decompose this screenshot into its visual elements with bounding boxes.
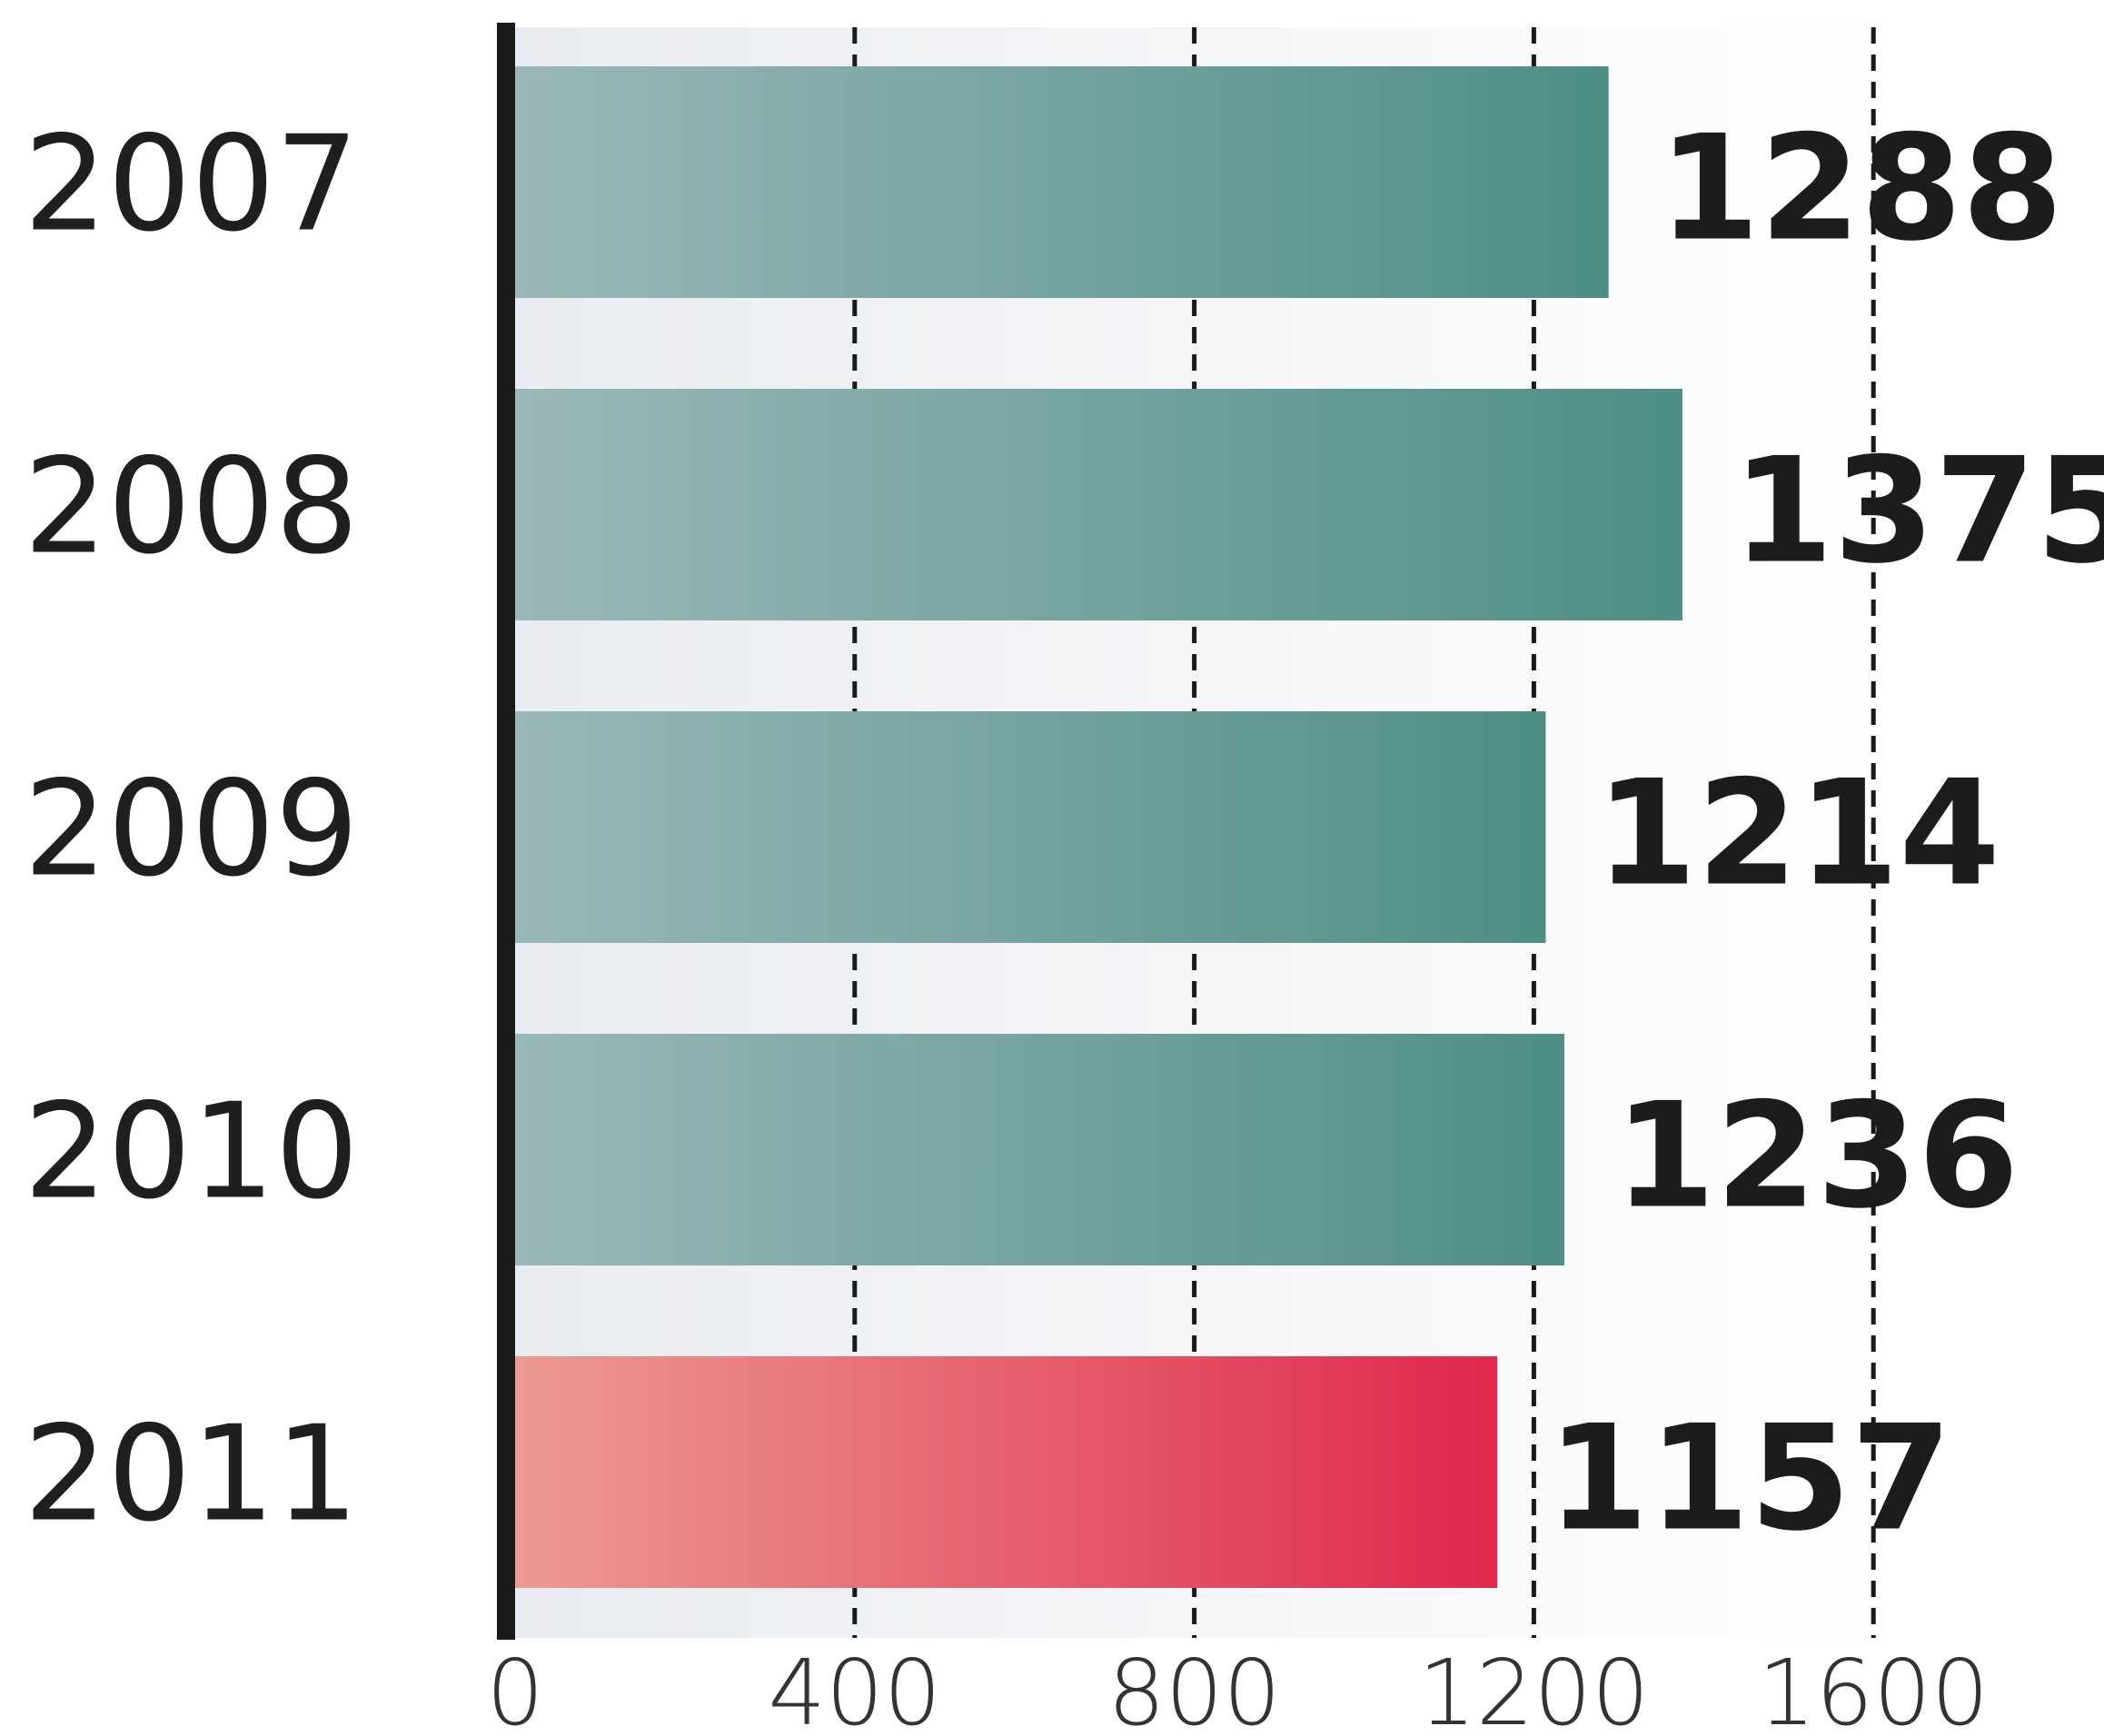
value-label-2008: 1375	[1732, 426, 2104, 596]
value-label-2010: 1236	[1614, 1071, 2019, 1241]
category-label-2011: 2011	[24, 1398, 359, 1552]
bar-2009	[515, 711, 1546, 943]
value-label-2009: 1214	[1595, 749, 2000, 918]
bars	[515, 66, 1682, 1588]
x-tick-label-0: 0	[486, 1640, 544, 1736]
x-tick-label-800: 800	[1107, 1640, 1281, 1736]
category-label-2009: 2009	[24, 753, 359, 907]
bar-2010	[515, 1034, 1565, 1265]
category-label-2007: 2007	[24, 108, 359, 262]
labels: 2007 1288 2008 1375 2009 1214 2010 1236 2011 1157…	[24, 104, 2104, 1736]
y-axis-line	[497, 23, 515, 1640]
bar-2007	[515, 66, 1609, 298]
category-label-2010: 2010	[24, 1076, 359, 1229]
x-tick-label-1600: 1600	[1758, 1640, 1990, 1736]
value-label-2007: 1288	[1659, 104, 2063, 273]
x-tick-label-400: 400	[768, 1640, 941, 1736]
bar-2008	[515, 389, 1682, 620]
bar-2011	[515, 1356, 1498, 1588]
category-label-2008: 2008	[24, 431, 359, 584]
x-tick-label-1200: 1200	[1418, 1640, 1650, 1736]
value-label-2011: 1157	[1547, 1394, 1951, 1563]
